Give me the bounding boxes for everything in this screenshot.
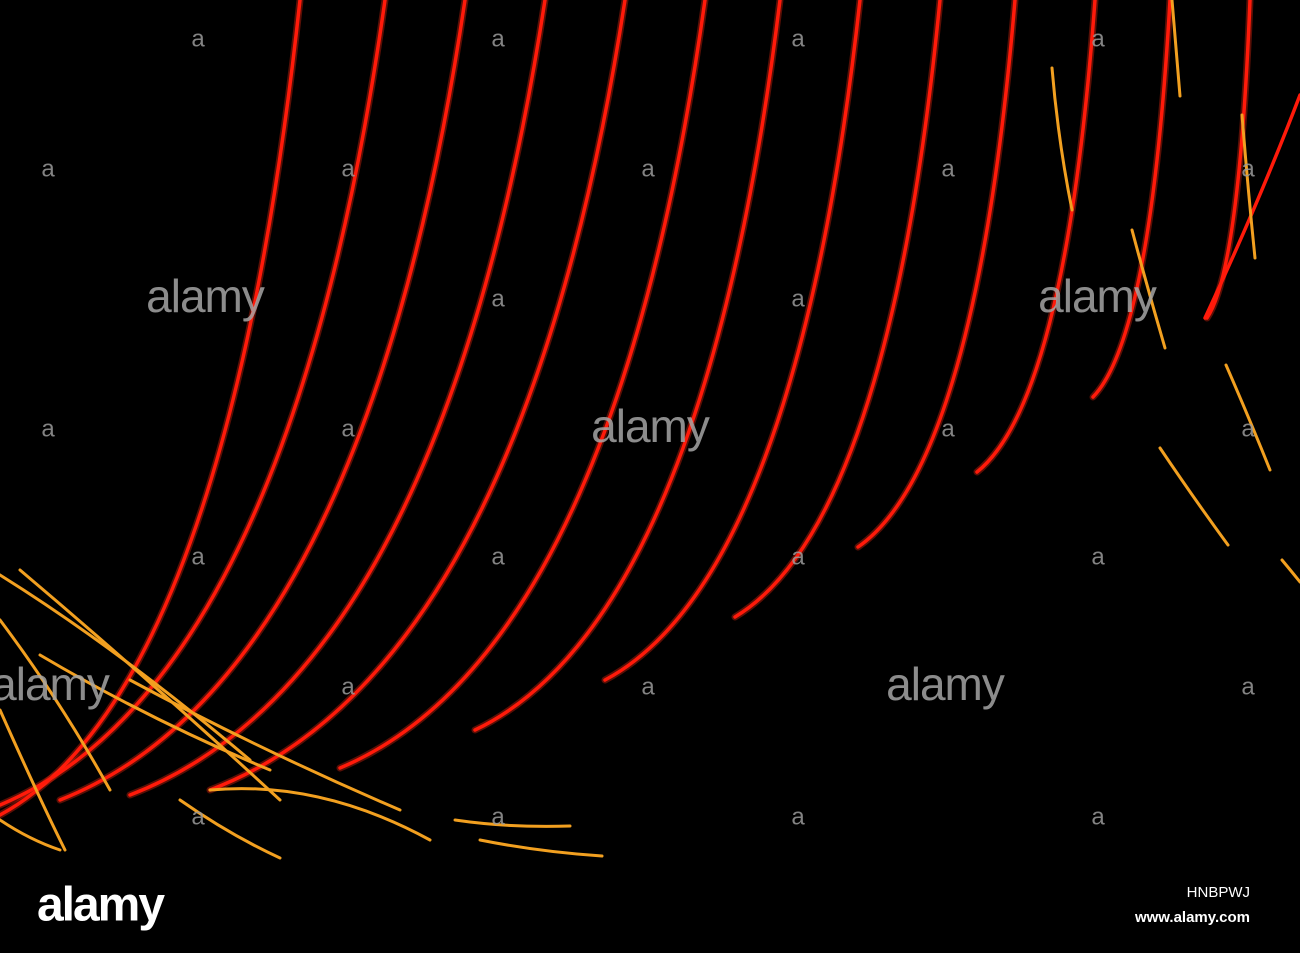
trail: [208, 0, 627, 792]
watermark-small: a: [191, 25, 205, 52]
streak: [1158, 446, 1230, 547]
watermark-small: a: [41, 415, 55, 442]
watermark-small: a: [341, 673, 355, 700]
watermark-small: a: [1241, 415, 1255, 442]
streak: [18, 568, 282, 802]
watermark-small: a: [641, 155, 655, 182]
watermark-small: a: [341, 155, 355, 182]
trail: [1205, 0, 1252, 320]
watermarks: a a a a a a a a a a a a a a a a a a a a a a a a a a alamy alamy alam…: [0, 25, 1255, 830]
streak: [0, 708, 67, 852]
streak: [0, 818, 62, 852]
watermark-small: a: [191, 543, 205, 570]
trail: [856, 0, 1017, 549]
trail: [473, 0, 782, 732]
trail: [338, 0, 707, 770]
watermark-small: a: [41, 155, 55, 182]
trail: [0, 0, 387, 807]
image-id: HNBPWJ: [1187, 884, 1250, 901]
trail: [733, 0, 942, 619]
watermark-large: alamy: [1038, 270, 1157, 322]
watermark-small: a: [191, 803, 205, 830]
streak: [1050, 66, 1074, 212]
watermark-small: a: [791, 543, 805, 570]
watermark-small: a: [341, 415, 355, 442]
streak: [178, 798, 282, 860]
watermark-small: a: [941, 415, 955, 442]
trail: [603, 0, 862, 682]
streak: [1170, 0, 1182, 98]
trail: [1203, 93, 1300, 320]
watermark-small: a: [941, 155, 955, 182]
watermark-small: a: [1241, 673, 1255, 700]
streak: [1130, 228, 1167, 350]
watermark-large: alamy: [886, 658, 1005, 710]
watermark-small: a: [791, 285, 805, 312]
watermark-large: alamy: [591, 400, 710, 452]
url: www.alamy.com: [1134, 909, 1250, 926]
watermark-large: alamy: [146, 270, 265, 322]
logo: alamy: [37, 879, 165, 932]
streak: [208, 787, 432, 842]
watermark-small: a: [791, 25, 805, 52]
streak: [0, 618, 112, 792]
watermark-small: a: [1241, 155, 1255, 182]
watermark-small: a: [491, 285, 505, 312]
watermark-small: a: [491, 25, 505, 52]
streak: [38, 653, 272, 772]
streak: [128, 678, 402, 812]
streak: [453, 818, 572, 828]
light-trails: [0, 0, 1300, 819]
watermark-small: a: [1091, 543, 1105, 570]
watermark-small: a: [641, 673, 655, 700]
watermark-small: a: [1091, 25, 1105, 52]
watermark-small: a: [491, 803, 505, 830]
watermark-small: a: [1091, 803, 1105, 830]
watermark-small: a: [791, 803, 805, 830]
watermark-large: alamy: [0, 658, 110, 710]
streak: [1280, 558, 1300, 584]
trail: [975, 0, 1097, 474]
trail: [58, 0, 467, 802]
orange-streaks: [0, 0, 1300, 860]
watermark-small: a: [491, 543, 505, 570]
streak: [1224, 363, 1272, 472]
trail: [0, 0, 302, 817]
streak: [478, 838, 604, 858]
streak: [1240, 113, 1257, 260]
